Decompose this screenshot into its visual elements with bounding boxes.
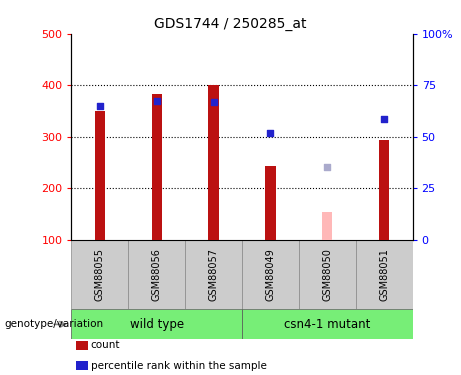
Bar — [242, 240, 299, 309]
Bar — [71, 240, 128, 309]
Bar — [322, 211, 332, 240]
Text: GSM88056: GSM88056 — [152, 248, 162, 301]
Point — [96, 103, 104, 109]
Bar — [242, 309, 413, 339]
Bar — [379, 141, 389, 240]
Bar — [152, 94, 162, 240]
Text: GSM88051: GSM88051 — [379, 248, 389, 301]
Point — [267, 130, 274, 136]
Bar — [185, 240, 242, 309]
Bar — [266, 166, 276, 240]
Bar — [71, 309, 242, 339]
Text: GDS1744 / 250285_at: GDS1744 / 250285_at — [154, 17, 307, 31]
Text: wild type: wild type — [130, 318, 184, 331]
Point — [380, 116, 388, 122]
Bar — [208, 85, 219, 240]
Text: csn4-1 mutant: csn4-1 mutant — [284, 318, 371, 331]
Bar — [128, 240, 185, 309]
Bar — [299, 240, 356, 309]
Point — [324, 164, 331, 170]
Point — [153, 98, 160, 104]
Text: GSM88057: GSM88057 — [208, 248, 219, 301]
Text: count: count — [91, 340, 120, 350]
Text: percentile rank within the sample: percentile rank within the sample — [91, 361, 267, 370]
Point — [210, 99, 217, 105]
Text: GSM88050: GSM88050 — [322, 248, 332, 301]
Bar — [356, 240, 413, 309]
Text: GSM88049: GSM88049 — [266, 248, 276, 301]
Text: GSM88055: GSM88055 — [95, 248, 105, 301]
Text: genotype/variation: genotype/variation — [5, 320, 104, 329]
Bar — [95, 111, 105, 240]
